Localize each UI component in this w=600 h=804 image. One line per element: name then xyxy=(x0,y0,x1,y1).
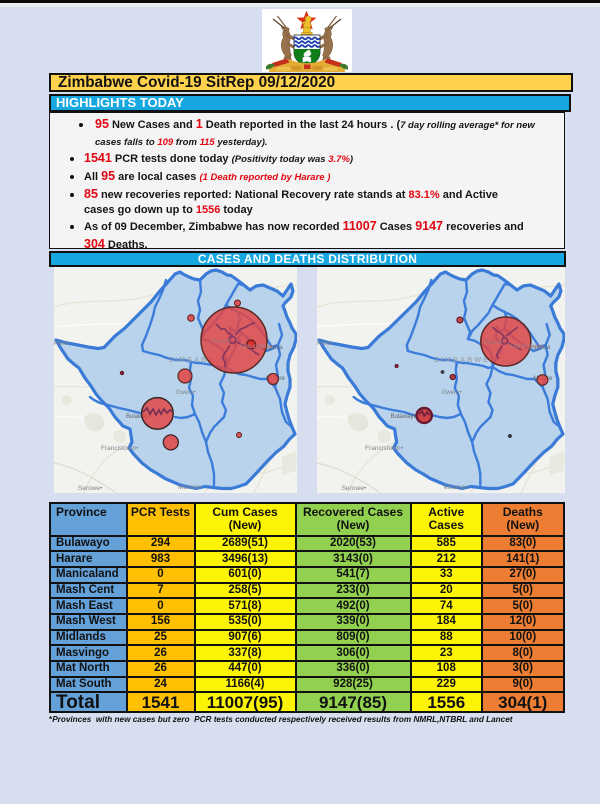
svg-text:ZIMBABWE: ZIMBABWE xyxy=(169,357,224,364)
svg-text:Bulawayo: Bulawayo xyxy=(390,414,417,420)
svg-text:Chitungwiza: Chitungwiza xyxy=(240,344,273,350)
svg-text:Gweru•: Gweru• xyxy=(442,390,462,396)
svg-text:Musina•: Musina• xyxy=(178,484,202,491)
svg-text:Harare: Harare xyxy=(483,340,502,346)
svg-text:Pand: Pand xyxy=(317,341,331,347)
svg-text:Chitungwiza: Chitungwiza xyxy=(517,345,551,351)
svg-text:Gweru•: Gweru• xyxy=(176,390,196,396)
svg-text:Serowe•: Serowe• xyxy=(78,485,103,492)
svg-text:Musina•: Musina• xyxy=(444,484,468,491)
svg-text:ZIMBABWE: ZIMBABWE xyxy=(434,357,490,364)
svg-text:Serowe•: Serowe• xyxy=(341,485,366,492)
svg-text:Francistown•: Francistown• xyxy=(101,445,139,452)
svg-text:Bulawayo: Bulawayo xyxy=(126,414,153,420)
svg-text:Harare: Harare xyxy=(212,339,231,345)
svg-text:Pand: Pand xyxy=(54,341,68,347)
svg-text:Chitungwiza: Chitungwiza xyxy=(510,344,544,350)
svg-text:Francistown•: Francistown• xyxy=(365,445,404,452)
